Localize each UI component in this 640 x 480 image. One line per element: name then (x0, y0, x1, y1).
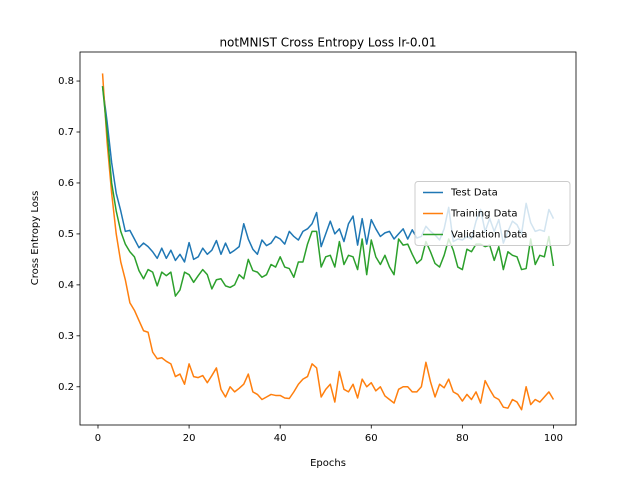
x-tick-label: 20 (183, 433, 196, 444)
y-tick-label: 0.5 (58, 229, 74, 240)
x-axis-label: Epochs (310, 458, 346, 469)
series-line (101, 73, 555, 411)
y-tick-label: 0.8 (58, 76, 74, 87)
x-tick-label: 60 (365, 433, 378, 444)
legend-label: Validation Data (451, 230, 527, 241)
x-tick-label: 40 (274, 433, 287, 444)
y-tick-label: 0.4 (58, 280, 74, 291)
axes-frame (79, 51, 577, 426)
x-tick-label: 100 (544, 433, 563, 444)
x-tick-label: 0 (95, 433, 101, 444)
y-tick-label: 0.7 (58, 127, 74, 138)
legend-label: Test Data (450, 188, 498, 199)
chart-title: notMNIST Cross Entropy Loss lr-0.01 (219, 36, 436, 50)
legend-label: Training Data (450, 209, 518, 220)
y-tick-label: 0.2 (58, 382, 74, 393)
y-tick-label: 0.3 (58, 331, 74, 342)
y-axis-label: Cross Entropy Loss (30, 191, 41, 286)
x-tick-label: 80 (456, 433, 469, 444)
y-tick-label: 0.6 (58, 178, 74, 189)
legend-box (414, 181, 571, 246)
